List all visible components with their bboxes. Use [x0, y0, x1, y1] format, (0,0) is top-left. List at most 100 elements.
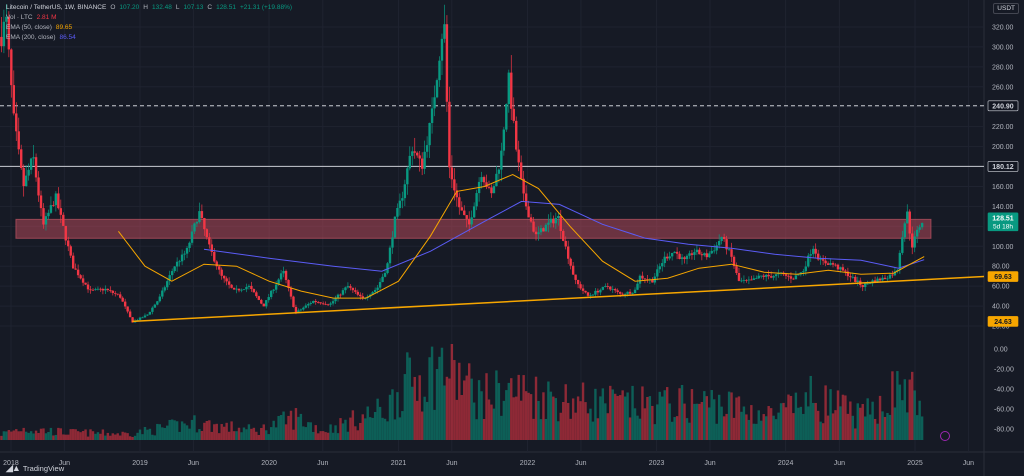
candle-body	[792, 278, 795, 280]
volume-bar	[67, 434, 70, 440]
volume-bar	[772, 415, 775, 440]
volume-bar	[386, 421, 389, 440]
volume-bar	[418, 375, 421, 440]
candle-body	[812, 248, 815, 255]
volume-bar	[378, 406, 382, 440]
volume-bar	[143, 426, 147, 440]
volume-bar	[883, 416, 887, 440]
time-tick-label: Jun	[59, 460, 70, 467]
tradingview-logo[interactable]: ◢▲ TradingView	[6, 463, 64, 474]
tradingview-mark-icon: ◢▲	[6, 463, 21, 473]
candle-body	[321, 303, 325, 305]
volume-bar	[826, 415, 830, 440]
volume-bar	[576, 396, 580, 440]
candle-body	[20, 149, 23, 168]
candle-body	[292, 296, 295, 307]
volume-bar	[213, 424, 216, 440]
symbol-title[interactable]: Litecoin / TetherUS, 1W, BINANCE	[6, 4, 107, 11]
candle-body	[529, 217, 533, 222]
volume-bar	[816, 410, 820, 440]
bar-countdown-text: 5d 18h	[993, 223, 1013, 230]
candle-body	[250, 285, 253, 290]
legend-symbol-row: Litecoin / TetherUS, 1W, BINANCE O 107.20…	[6, 3, 292, 13]
volume-bar	[623, 396, 627, 440]
resistance-zone	[15, 218, 932, 239]
candle-body	[883, 277, 887, 280]
volume-bar	[359, 422, 362, 440]
candle-body	[463, 210, 466, 216]
candle-body	[324, 303, 327, 305]
volume-bar	[557, 421, 560, 440]
candle-body	[814, 248, 817, 254]
candle-body	[106, 288, 110, 290]
candle-body	[388, 247, 392, 264]
candle-body	[569, 258, 572, 266]
candle-body	[794, 275, 798, 280]
volume-bar	[356, 430, 360, 440]
volume-bar	[7, 430, 11, 440]
candle-body	[435, 80, 439, 98]
volume-tick-label: -60.00	[994, 407, 1014, 414]
price-label-box	[987, 316, 1019, 327]
candle-body	[141, 317, 144, 319]
volume-bar	[812, 402, 815, 440]
candle-body	[378, 282, 382, 288]
candle-body	[467, 218, 471, 225]
volume-bar	[89, 429, 92, 440]
candle-body	[715, 245, 718, 251]
time-tick-label: 2021	[391, 460, 407, 467]
candle-body	[643, 278, 647, 280]
legend-ema50-row[interactable]: EMA (50, close) 89.65	[6, 23, 292, 33]
volume-bar	[319, 431, 322, 440]
candle-body	[809, 254, 812, 256]
candle-body	[576, 279, 580, 285]
volume-bar	[252, 427, 256, 440]
legend-ema200-row[interactable]: EMA (200, close) 86.54	[6, 33, 292, 43]
candle-body	[589, 295, 592, 296]
volume-bar	[136, 432, 139, 440]
candle-body	[863, 283, 867, 288]
volume-bar	[220, 424, 223, 440]
volume-bar	[824, 385, 827, 440]
candle-body	[232, 287, 236, 290]
ema50-label: EMA (50, close)	[6, 24, 52, 31]
legend-volume-row[interactable]: Vol · LTC 2.81 M	[6, 13, 292, 23]
candle-body	[482, 177, 486, 183]
volume-bar	[141, 434, 144, 440]
volume-bar	[309, 422, 312, 440]
volume-bar	[47, 431, 50, 440]
volume-bar	[20, 431, 23, 440]
volume-bar	[764, 416, 768, 440]
volume-bar	[423, 396, 426, 440]
candle-body	[802, 271, 805, 273]
tradingview-wordmark: TradingView	[22, 464, 65, 473]
volume-bar	[559, 412, 562, 440]
candle-body	[312, 300, 315, 304]
volume-bar	[861, 404, 864, 440]
volume-bar	[373, 411, 377, 440]
volume-bar	[74, 429, 77, 440]
candle-body	[255, 292, 258, 297]
candle-body	[908, 211, 911, 234]
candle-body	[128, 311, 132, 318]
candle-body	[834, 264, 837, 266]
volume-bar	[717, 394, 721, 440]
candle-body	[49, 205, 53, 213]
currency-button[interactable]: USDT	[993, 3, 1019, 14]
candle-body	[413, 151, 416, 153]
candle-body	[846, 271, 850, 277]
volume-bar	[368, 417, 372, 440]
candle-body	[661, 263, 664, 267]
volume-bar	[24, 431, 28, 440]
volume-bar	[859, 407, 862, 440]
candle-body	[495, 173, 498, 187]
volume-bar	[703, 391, 706, 440]
candle-body	[101, 288, 105, 291]
volume-bar	[222, 426, 226, 440]
candle-body	[349, 286, 352, 288]
volume-value: 2.81 M	[36, 14, 57, 21]
volume-bar	[502, 400, 506, 440]
volume-bar	[64, 434, 67, 440]
candle-body	[175, 261, 179, 267]
